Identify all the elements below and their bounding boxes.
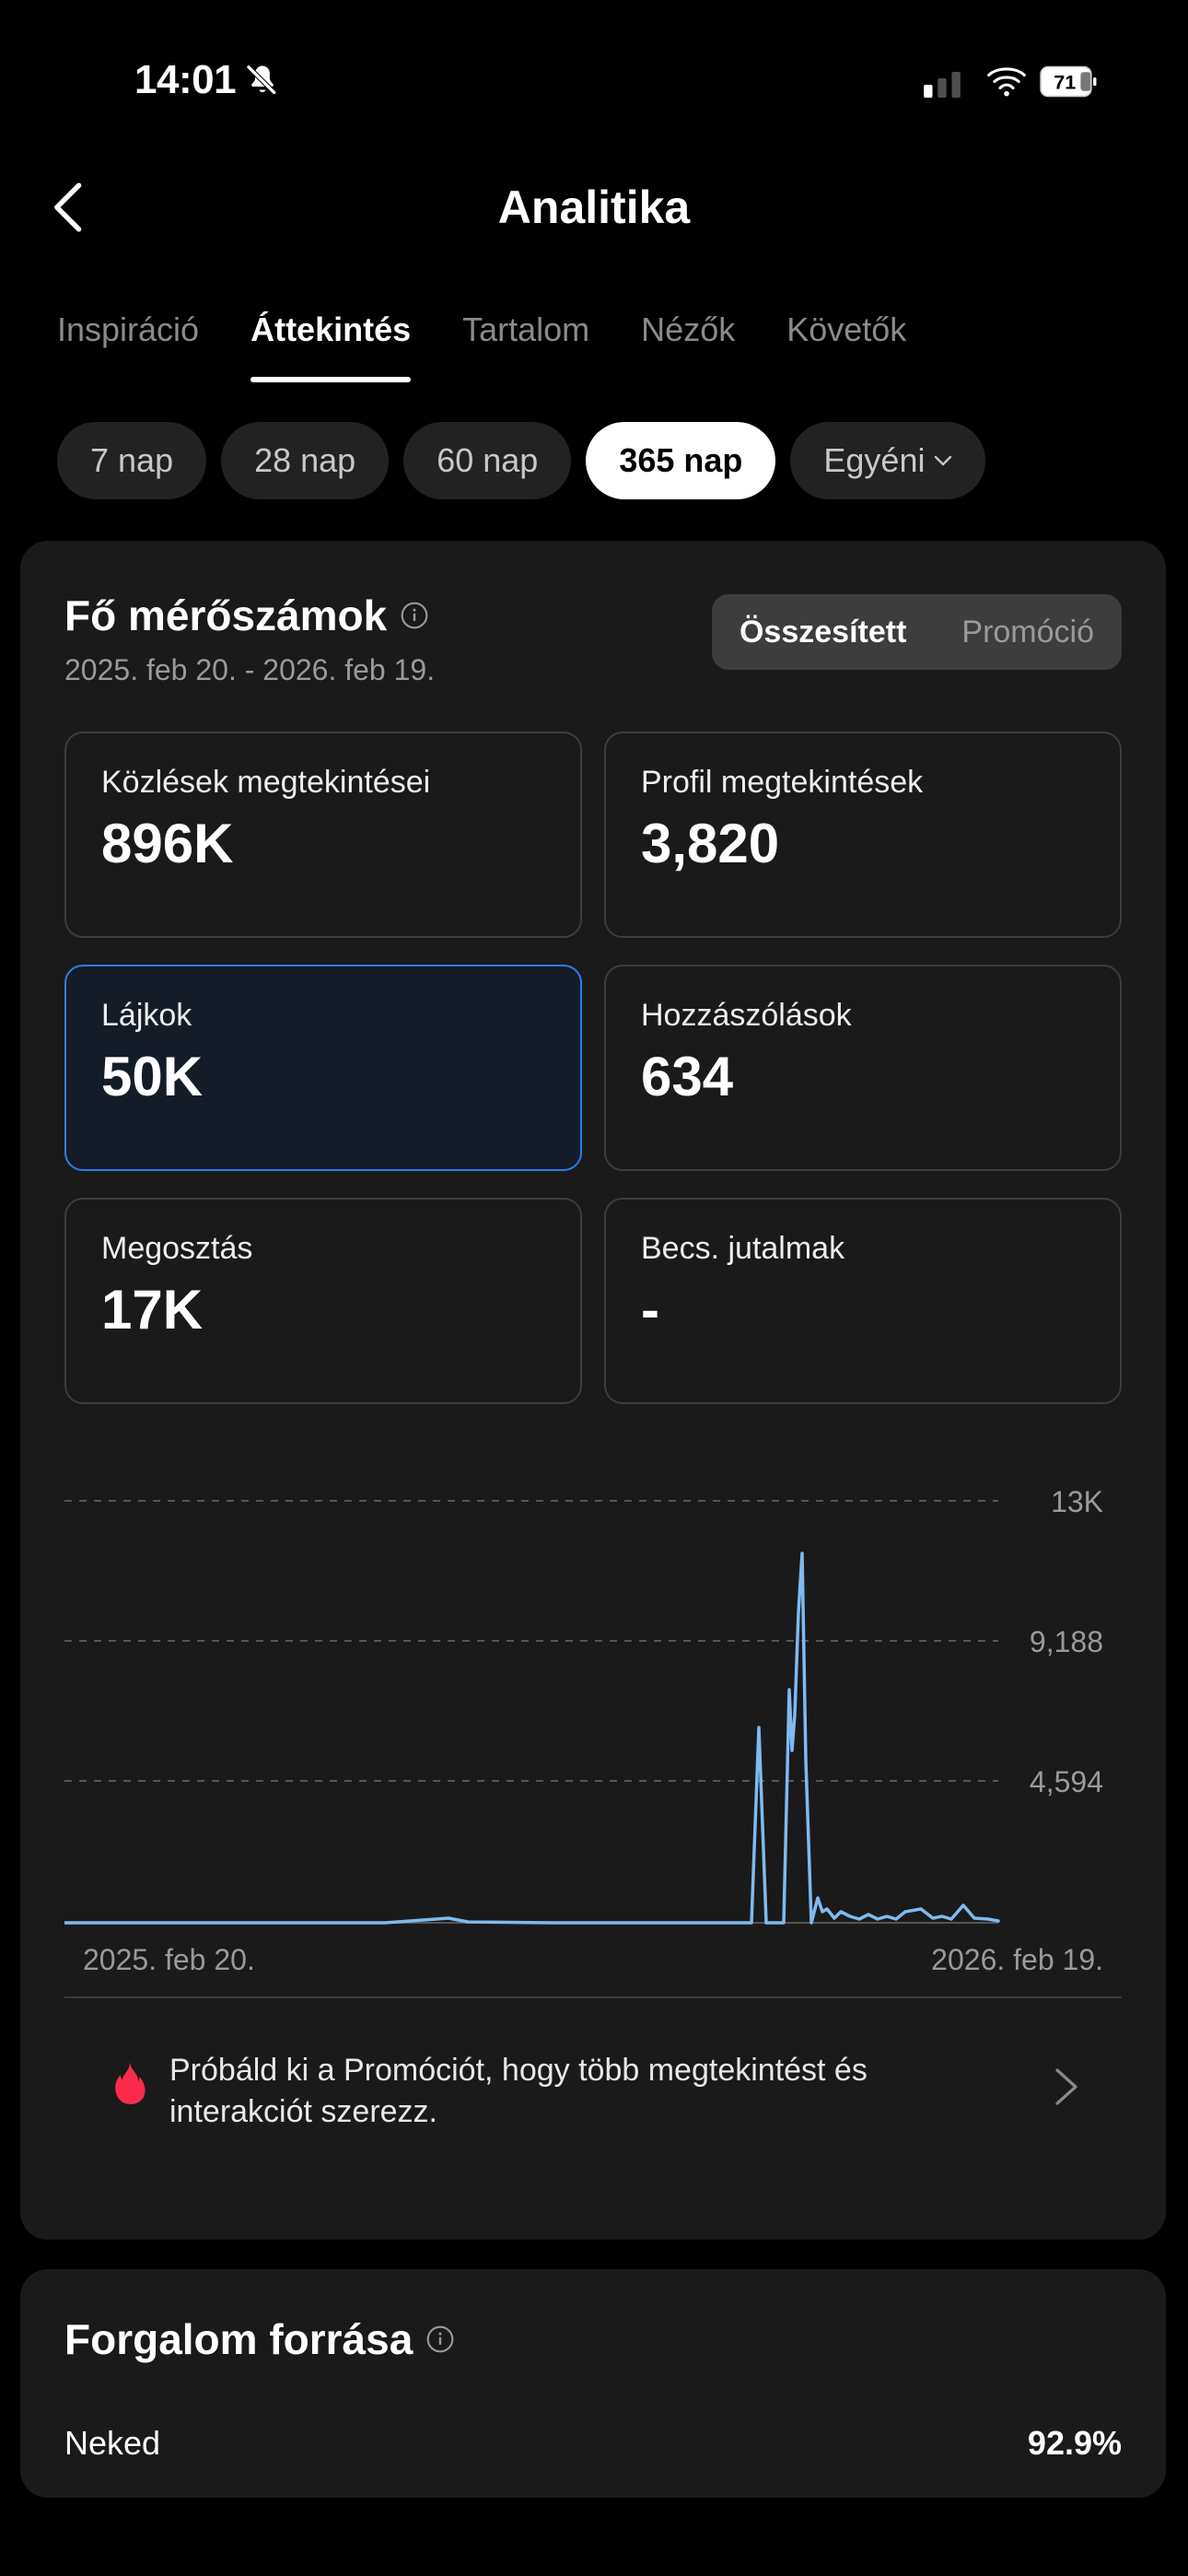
svg-text:13K: 13K (1051, 1485, 1103, 1518)
svg-text:71: 71 (1054, 70, 1076, 93)
svg-text:4,594: 4,594 (1030, 1765, 1103, 1798)
svg-text:9,188: 9,188 (1030, 1625, 1103, 1658)
